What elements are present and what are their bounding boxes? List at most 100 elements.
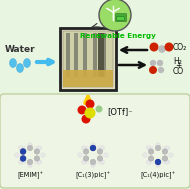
Circle shape bbox=[158, 67, 164, 73]
Circle shape bbox=[41, 153, 45, 157]
Circle shape bbox=[149, 66, 157, 74]
Circle shape bbox=[146, 153, 149, 156]
Circle shape bbox=[165, 160, 169, 164]
Circle shape bbox=[78, 105, 86, 115]
Circle shape bbox=[97, 149, 103, 154]
Circle shape bbox=[20, 156, 26, 161]
Circle shape bbox=[81, 153, 83, 156]
Circle shape bbox=[158, 45, 166, 53]
FancyBboxPatch shape bbox=[74, 33, 78, 77]
Circle shape bbox=[20, 149, 26, 154]
FancyBboxPatch shape bbox=[117, 17, 124, 20]
Circle shape bbox=[34, 156, 40, 161]
Circle shape bbox=[27, 159, 33, 165]
Circle shape bbox=[90, 159, 96, 165]
Circle shape bbox=[151, 146, 154, 149]
Text: [C₁(3)pic]⁺: [C₁(3)pic]⁺ bbox=[75, 171, 111, 179]
Circle shape bbox=[96, 105, 102, 112]
Circle shape bbox=[82, 146, 86, 150]
Circle shape bbox=[86, 146, 89, 149]
Circle shape bbox=[148, 149, 154, 154]
Text: H₂: H₂ bbox=[173, 57, 182, 66]
Text: [OTf]⁻: [OTf]⁻ bbox=[107, 108, 133, 116]
Circle shape bbox=[37, 160, 41, 164]
Circle shape bbox=[165, 146, 169, 150]
Text: [C₁(4)pic]⁺: [C₁(4)pic]⁺ bbox=[140, 171, 176, 179]
Circle shape bbox=[168, 153, 170, 156]
Circle shape bbox=[162, 146, 165, 149]
Circle shape bbox=[83, 156, 89, 161]
Circle shape bbox=[156, 143, 160, 147]
Circle shape bbox=[100, 160, 104, 164]
Circle shape bbox=[155, 159, 161, 165]
Circle shape bbox=[162, 149, 168, 154]
Circle shape bbox=[147, 146, 151, 150]
Text: +: + bbox=[175, 61, 181, 70]
Circle shape bbox=[150, 60, 156, 66]
FancyBboxPatch shape bbox=[63, 31, 113, 87]
Circle shape bbox=[86, 161, 89, 164]
Circle shape bbox=[90, 145, 96, 151]
Text: CO₂: CO₂ bbox=[173, 43, 187, 53]
Circle shape bbox=[97, 146, 100, 149]
FancyBboxPatch shape bbox=[98, 33, 104, 77]
Circle shape bbox=[147, 160, 151, 164]
Circle shape bbox=[155, 145, 161, 151]
Circle shape bbox=[165, 43, 173, 51]
Circle shape bbox=[91, 143, 95, 147]
Circle shape bbox=[85, 108, 96, 119]
Circle shape bbox=[91, 163, 95, 167]
Circle shape bbox=[100, 146, 104, 150]
Circle shape bbox=[28, 143, 32, 147]
Circle shape bbox=[169, 153, 173, 157]
Circle shape bbox=[97, 161, 100, 164]
Ellipse shape bbox=[10, 59, 17, 67]
Circle shape bbox=[20, 149, 26, 154]
Circle shape bbox=[27, 145, 33, 151]
Ellipse shape bbox=[24, 59, 31, 67]
Ellipse shape bbox=[17, 64, 24, 73]
Circle shape bbox=[151, 161, 154, 164]
Circle shape bbox=[78, 153, 82, 157]
FancyBboxPatch shape bbox=[0, 94, 190, 188]
Circle shape bbox=[150, 43, 158, 51]
Circle shape bbox=[90, 145, 96, 151]
Circle shape bbox=[15, 153, 19, 157]
Circle shape bbox=[162, 156, 168, 161]
Circle shape bbox=[40, 153, 43, 156]
Text: CO: CO bbox=[173, 67, 184, 75]
FancyBboxPatch shape bbox=[83, 33, 87, 77]
Text: Renewable Energy: Renewable Energy bbox=[80, 33, 156, 39]
Circle shape bbox=[102, 153, 105, 156]
Circle shape bbox=[86, 99, 94, 108]
Circle shape bbox=[104, 153, 108, 157]
Circle shape bbox=[162, 161, 165, 164]
Circle shape bbox=[28, 163, 32, 167]
Circle shape bbox=[23, 146, 26, 149]
Circle shape bbox=[20, 156, 26, 161]
FancyBboxPatch shape bbox=[63, 70, 113, 87]
FancyBboxPatch shape bbox=[93, 33, 97, 77]
Circle shape bbox=[83, 149, 89, 154]
Circle shape bbox=[155, 159, 161, 165]
Circle shape bbox=[157, 60, 163, 66]
Circle shape bbox=[34, 149, 40, 154]
Text: Water: Water bbox=[5, 46, 35, 54]
Circle shape bbox=[156, 163, 160, 167]
Circle shape bbox=[148, 156, 154, 161]
Text: [EMIM]⁺: [EMIM]⁺ bbox=[17, 171, 43, 179]
Circle shape bbox=[82, 160, 86, 164]
Circle shape bbox=[99, 0, 131, 31]
Circle shape bbox=[82, 115, 90, 123]
FancyBboxPatch shape bbox=[66, 33, 70, 77]
Circle shape bbox=[143, 153, 147, 157]
Circle shape bbox=[19, 146, 23, 150]
Circle shape bbox=[23, 161, 26, 164]
Circle shape bbox=[34, 146, 37, 149]
Circle shape bbox=[19, 160, 23, 164]
FancyBboxPatch shape bbox=[116, 13, 127, 22]
Circle shape bbox=[34, 161, 37, 164]
Circle shape bbox=[97, 156, 103, 161]
Circle shape bbox=[17, 153, 21, 156]
FancyBboxPatch shape bbox=[60, 28, 116, 90]
